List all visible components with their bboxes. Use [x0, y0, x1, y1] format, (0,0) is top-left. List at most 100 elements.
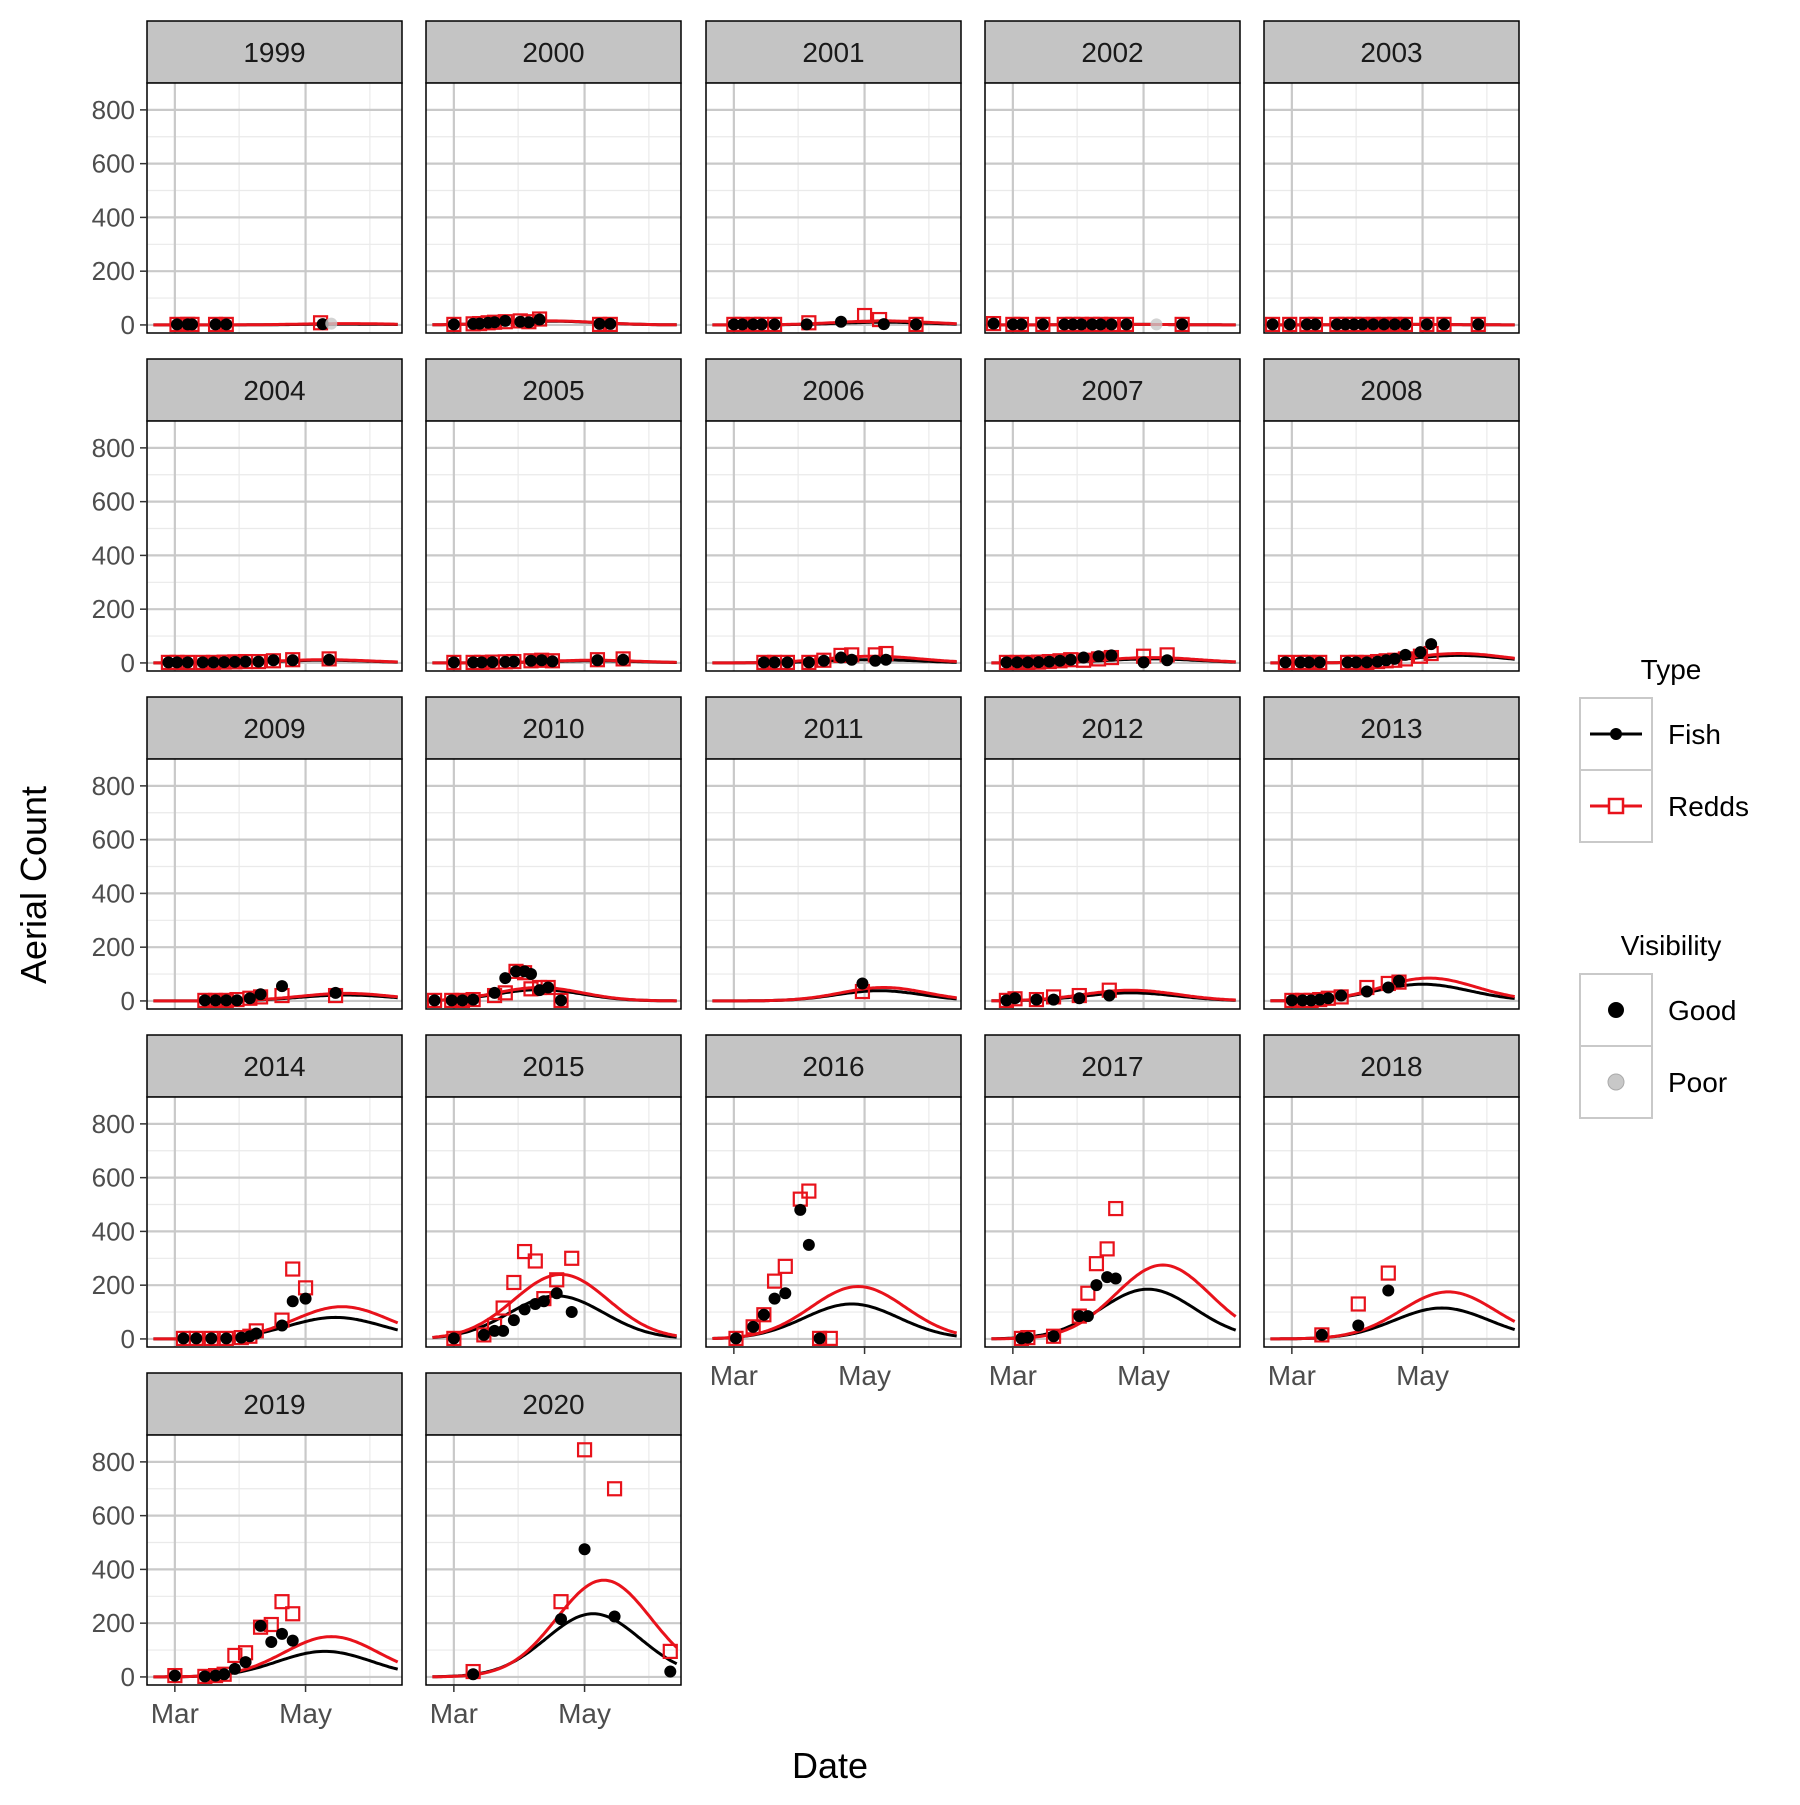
fish-point: [499, 314, 512, 327]
y-tick-label: 600: [92, 487, 135, 517]
redds-point: [662, 1643, 678, 1659]
facet-strip: [1263, 358, 1520, 422]
redds-point: [801, 1183, 817, 1199]
fish-point: [757, 656, 770, 669]
x-tick-label: Mar: [430, 1698, 478, 1729]
fish-point: [228, 1662, 241, 1675]
fish-point: [546, 655, 559, 668]
fish-point: [218, 1668, 231, 1681]
fish-point: [499, 655, 512, 668]
fish-point: [486, 656, 499, 669]
redds-point: [285, 1606, 301, 1622]
y-tick-label: 0: [121, 310, 135, 340]
y-tick-label: 0: [121, 1324, 135, 1354]
x-tick-label: Mar: [1268, 1360, 1316, 1391]
redds-point: [426, 992, 443, 1008]
fish-point: [1348, 318, 1360, 331]
fish-point: [1009, 992, 1021, 1005]
y-tick-label: 200: [92, 1270, 135, 1300]
redds-point: [203, 1330, 219, 1346]
panel-2018: 2018 Mar May: [1263, 1034, 1520, 1391]
panel-border: [1263, 420, 1520, 672]
y-tick-label: 400: [92, 202, 135, 232]
fish-point: [1120, 318, 1133, 331]
redds-point: [1035, 316, 1051, 332]
fish-point: [727, 318, 740, 331]
fish-point: [329, 986, 342, 999]
facet-strip-label: 2007: [1081, 375, 1143, 406]
fish-point: [1109, 1272, 1122, 1285]
facet-strip: [705, 696, 962, 760]
panel-2006: 2006: [705, 358, 962, 672]
facet-strip: [425, 1034, 682, 1098]
fish-point: [591, 654, 604, 667]
fish-point: [1350, 656, 1363, 669]
panel-2003: 2003: [1263, 20, 1520, 334]
facet-strip-label: 2006: [802, 375, 864, 406]
facet-strip-label: 2016: [802, 1051, 864, 1082]
fish-point: [467, 1668, 480, 1681]
panel-2000: 2000: [425, 20, 682, 334]
fish-point: [254, 988, 267, 1001]
panel-2005: 2005: [425, 358, 682, 672]
legend-redds-label: Redds: [1668, 791, 1749, 822]
fish-point: [1438, 318, 1450, 331]
x-tick-label: May: [1117, 1360, 1170, 1391]
fish-point: [800, 318, 813, 331]
panel-border: [1263, 82, 1520, 334]
redds-point: [1264, 316, 1281, 332]
panel-background: [706, 83, 961, 333]
panel-background: [147, 1435, 402, 1685]
fish-point: [802, 1238, 815, 1251]
redds-point: [576, 1442, 593, 1458]
fish-point: [510, 965, 522, 978]
fish-point: [1388, 318, 1401, 331]
redds-point: [553, 1594, 569, 1610]
facet-strip-label: 2000: [522, 37, 584, 68]
panel-2013: 2013: [1263, 696, 1520, 1010]
fish-point: [1382, 1284, 1395, 1297]
panel-2011: 2011: [705, 696, 962, 1010]
facet-strip-label: 2014: [243, 1051, 305, 1082]
facet-strip-label: 2019: [243, 1389, 305, 1420]
fish-point: [488, 986, 501, 999]
fish-point: [1315, 1328, 1328, 1341]
fish-point: [239, 1656, 252, 1669]
fish-point: [1382, 981, 1395, 994]
panel-2016: 2016 Mar May: [705, 1034, 962, 1391]
fish-point: [209, 994, 222, 1007]
redds-fit-curve: [153, 1635, 399, 1679]
facet-strip-label: 2002: [1081, 37, 1143, 68]
panel-background: [985, 421, 1240, 671]
fish-point: [445, 994, 458, 1007]
facet-strip-label: 2010: [522, 713, 584, 744]
facet-strip: [705, 358, 962, 422]
fish-point: [286, 1295, 299, 1308]
fish-point: [1066, 318, 1079, 331]
fish-point: [488, 316, 501, 329]
redds-point: [1174, 316, 1190, 332]
redds-point: [756, 1307, 772, 1323]
fish-point: [565, 1306, 578, 1319]
panel-background: [426, 1435, 681, 1685]
redds-point: [549, 1272, 565, 1288]
fish-point: [168, 1669, 181, 1682]
fish-point: [835, 315, 847, 328]
facet-strip-label: 2017: [1081, 1051, 1143, 1082]
panel-border: [146, 420, 403, 672]
fish-point: [755, 318, 768, 331]
legend-poor-marker: [1607, 1073, 1625, 1091]
fish-point: [1090, 1279, 1103, 1292]
redds-point: [446, 654, 462, 670]
panel-2019: 2019 0 200 400 600 800 Mar May: [92, 1372, 403, 1729]
fish-point: [1388, 652, 1401, 665]
fish-point: [1335, 989, 1348, 1002]
fish-point: [525, 654, 537, 667]
redds-fit-curve: [1270, 1290, 1516, 1341]
y-tick-label: 200: [92, 1608, 135, 1638]
fish-point: [1015, 318, 1028, 331]
fish-point: [1296, 994, 1309, 1007]
redds-point: [1088, 1256, 1105, 1272]
panel-background: [147, 421, 402, 671]
